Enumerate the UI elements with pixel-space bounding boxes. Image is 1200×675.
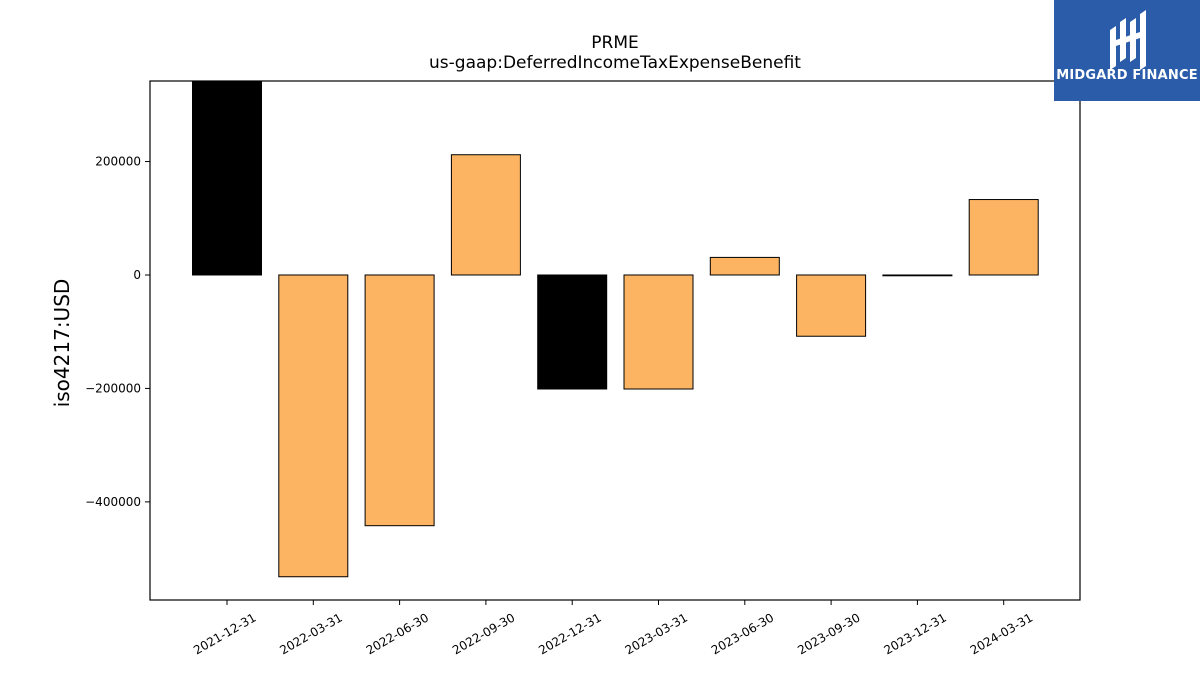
bar <box>192 81 262 276</box>
x-tick-label: 2024-03-31 <box>968 610 1035 657</box>
plot-frame <box>149 80 1081 601</box>
x-tick-label: 2022-06-30 <box>364 610 431 657</box>
midgard-finance-logo: MIDGARD FINANCE <box>1054 0 1200 101</box>
y-tick-label: 200000 <box>95 155 141 169</box>
bar <box>278 274 349 578</box>
bar <box>709 256 780 276</box>
x-tick-label: 2022-12-31 <box>536 610 603 657</box>
chart-subtitle: us-gaap:DeferredIncomeTaxExpenseBenefit <box>429 53 801 73</box>
x-tick-label: 2023-03-31 <box>623 610 690 657</box>
bar <box>537 274 608 390</box>
logo-mark-icon <box>1110 10 1146 70</box>
bar <box>364 274 435 527</box>
logo-text: MIDGARD FINANCE <box>1056 68 1198 83</box>
bar <box>623 274 694 390</box>
bar <box>450 154 521 276</box>
bar <box>882 274 953 277</box>
y-tick-label: −200000 <box>85 381 141 395</box>
y-tick-label: 0 <box>133 268 141 282</box>
y-axis-label: iso4217:USD <box>50 279 74 408</box>
x-tick-label: 2022-09-30 <box>450 610 517 657</box>
x-tick-label: 2023-06-30 <box>709 610 776 657</box>
y-tick-label: −400000 <box>85 495 141 509</box>
bar <box>968 199 1039 276</box>
x-tick-label: 2021-12-31 <box>191 610 258 657</box>
x-tick-label: 2023-12-31 <box>881 610 948 657</box>
x-tick-label: 2022-03-31 <box>277 610 344 657</box>
chart-title: PRME <box>591 33 638 53</box>
bar <box>796 274 867 337</box>
x-tick-label: 2023-09-30 <box>795 610 862 657</box>
